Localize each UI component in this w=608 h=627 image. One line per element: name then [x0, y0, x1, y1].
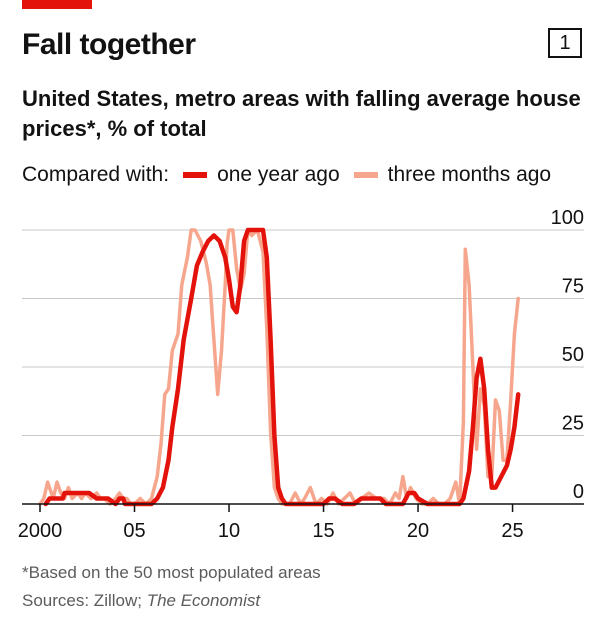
legend: Compared with: one year ago three months… [22, 163, 551, 187]
x-tick-label: 15 [312, 520, 334, 542]
grid [22, 229, 584, 436]
legend-item-three-months: three months ago [387, 163, 552, 186]
y-tick-label: 75 [562, 276, 584, 298]
y-tick-label: 100 [551, 207, 584, 229]
y-tick-label: 25 [562, 413, 584, 435]
x-tick-label: 20 [407, 520, 429, 542]
x-tick-label: 05 [123, 520, 145, 542]
sources: Sources: Zillow; The Economist [22, 591, 260, 611]
y-tick-label: 50 [562, 344, 584, 366]
footnote: *Based on the 50 most populated areas [22, 563, 321, 582]
chart-number-badge: 1 [548, 28, 582, 58]
sources-publisher: The Economist [146, 591, 261, 610]
series-line-three-months-ago [38, 228, 520, 506]
brand-bar [22, 0, 92, 9]
legend-swatch-one-year [183, 172, 208, 178]
x-tick-label: 2000 [18, 520, 63, 542]
sources-prefix: Sources: Zillow; [22, 591, 147, 610]
x-tick-label: 10 [218, 520, 240, 542]
x-tick-label: 25 [501, 520, 523, 542]
chart-title: Fall together [22, 28, 196, 61]
x-axis: 2000 05 10 15 20 25 [18, 503, 584, 542]
y-tick-label: 0 [573, 481, 584, 503]
y-axis-labels: 0 25 50 75 100 [551, 207, 584, 503]
chart-subtitle: United States, metro areas with falling … [22, 86, 581, 141]
legend-swatch-three-months [353, 172, 378, 178]
legend-item-one-year: one year ago [217, 163, 340, 186]
legend-label: Compared with: [22, 163, 170, 186]
